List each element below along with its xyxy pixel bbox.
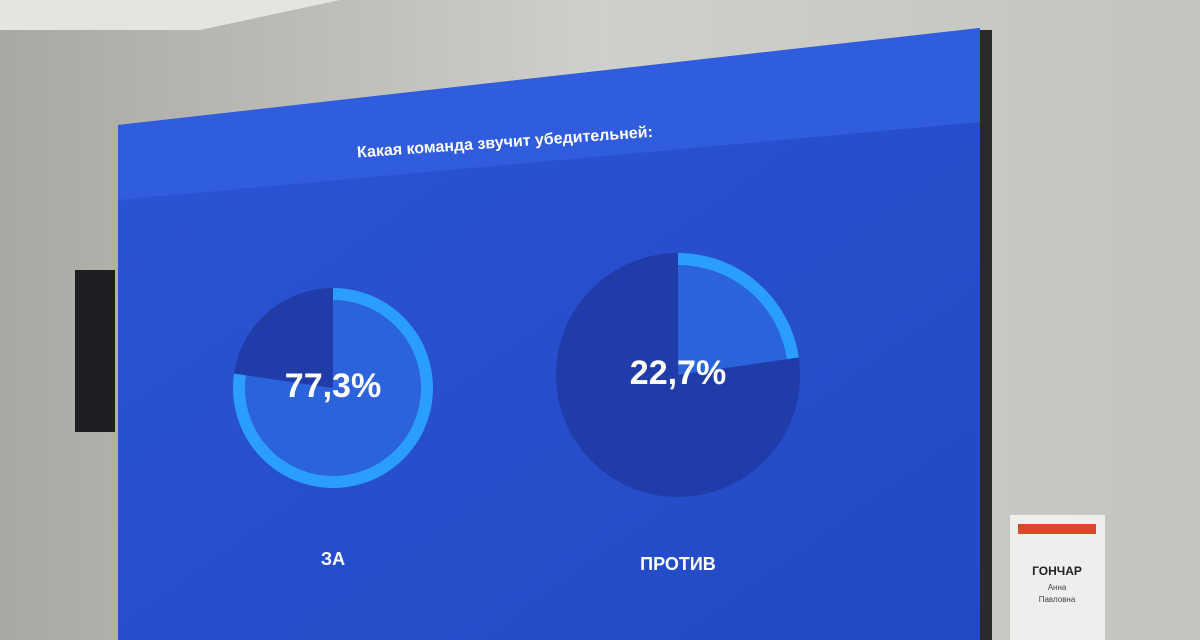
ceiling: [0, 0, 340, 30]
screen-frame: [980, 30, 992, 640]
title-band: [118, 28, 980, 200]
gauge-ring: [677, 253, 799, 360]
speaker: [75, 270, 115, 432]
nameplate-name: Анна: [1048, 583, 1067, 592]
nameplate: [1010, 515, 1105, 640]
gauge-value: 77,3%: [285, 367, 381, 405]
gauge-ring: [233, 288, 433, 488]
gauge-sector: [232, 288, 433, 488]
nameplate-patronymic: Павловна: [1039, 595, 1076, 604]
gauge-value: 22,7%: [630, 354, 726, 392]
option-label: ПРОТИВ: [640, 554, 716, 574]
gauge-sector: [678, 253, 799, 375]
nameplate-surname: ГОНЧАР: [1032, 564, 1082, 578]
nameplate-logo: [1018, 524, 1096, 534]
option-label: ЗА: [321, 549, 345, 569]
